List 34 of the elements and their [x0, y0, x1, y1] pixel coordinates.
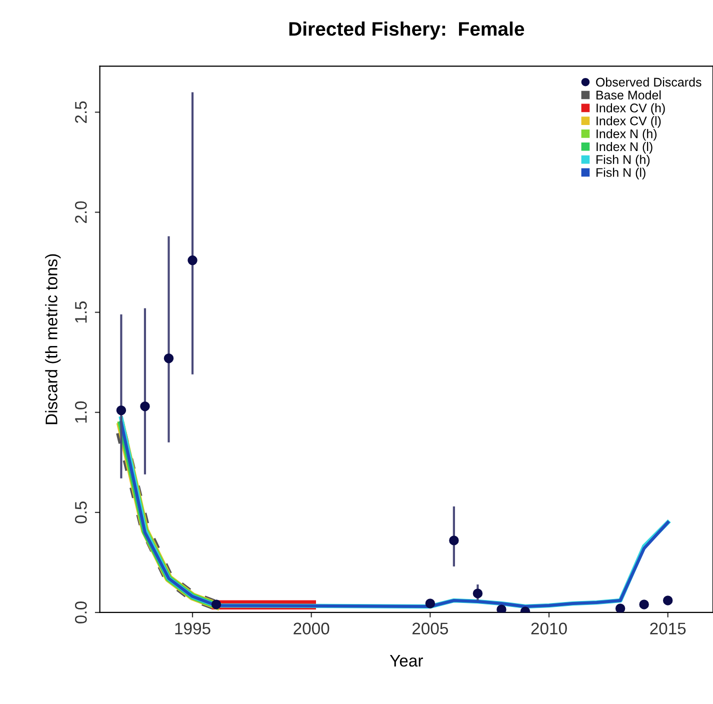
- point: [662, 596, 673, 606]
- y-tick-label: 0.0: [75, 602, 87, 624]
- y-tick-label: 2.5: [75, 101, 87, 123]
- legend-label: Index CV (h): [596, 103, 665, 115]
- y-tick-label: 1.5: [75, 301, 87, 323]
- y-axis-title: Discard (th metric tons): [45, 254, 61, 424]
- chart-title: Directed Fishery: Female: [289, 22, 524, 40]
- point: [188, 255, 198, 266]
- y-tick-label: 2.0: [75, 201, 87, 223]
- point: [425, 598, 436, 608]
- x-tick-label: 2010: [531, 622, 567, 634]
- legend-label: Fish N (l): [596, 168, 646, 180]
- x-axis-title: Year: [390, 655, 423, 667]
- x-tick-label: 2015: [650, 622, 686, 634]
- point: [496, 604, 506, 612]
- x-tick-label: 2000: [294, 622, 330, 634]
- x-tick-label: 2005: [412, 622, 448, 634]
- legend-label: Index N (l): [596, 142, 652, 154]
- point: [116, 406, 126, 416]
- point: [449, 536, 459, 546]
- point: [472, 588, 483, 598]
- x-tick-label: 1995: [175, 622, 210, 634]
- point: [211, 600, 222, 610]
- y-tick-label: 0.5: [75, 502, 87, 524]
- legend-label: Index N (h): [596, 129, 657, 141]
- point: [164, 353, 174, 364]
- point: [140, 402, 150, 412]
- y-tick-label: 1.0: [75, 401, 87, 423]
- legend-label: Fish N (h): [596, 154, 650, 166]
- point: [639, 600, 649, 610]
- legend-label: Base Model: [596, 90, 661, 100]
- legend-label: Index CV (l): [596, 116, 661, 128]
- point: [615, 604, 626, 612]
- legend-label: Observed Discards: [596, 77, 702, 87]
